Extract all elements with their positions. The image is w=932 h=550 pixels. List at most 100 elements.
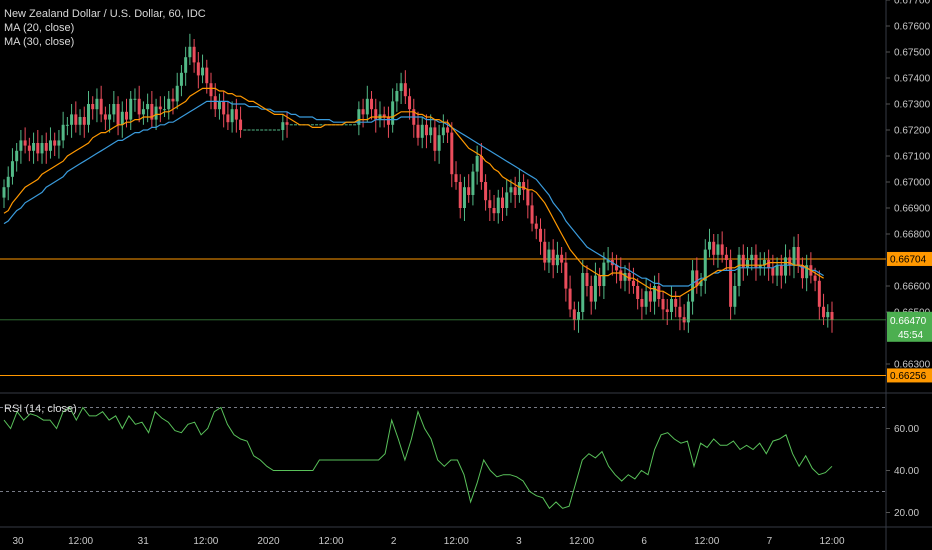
candle bbox=[32, 132, 36, 164]
time-tick-label: 6 bbox=[641, 536, 647, 547]
candle bbox=[526, 179, 530, 219]
candle bbox=[19, 130, 23, 164]
candle bbox=[784, 244, 788, 284]
candle-body bbox=[775, 265, 779, 276]
candle bbox=[48, 127, 52, 159]
price-tick-label: 0.67300 bbox=[894, 100, 931, 111]
candle bbox=[201, 54, 205, 84]
candle-body bbox=[572, 309, 576, 320]
candle-body bbox=[707, 241, 711, 250]
candle bbox=[239, 106, 243, 138]
candle bbox=[222, 91, 226, 128]
candle bbox=[729, 249, 733, 320]
candle bbox=[716, 234, 720, 268]
candle bbox=[585, 265, 589, 297]
hline-price-label: 0.66256 bbox=[890, 371, 927, 382]
candle bbox=[74, 101, 78, 133]
candle-body bbox=[112, 104, 116, 115]
candle-body bbox=[370, 98, 374, 110]
candle-body bbox=[471, 171, 475, 195]
candle bbox=[750, 247, 754, 271]
candle-body bbox=[399, 83, 403, 91]
price-tick-label: 0.67700 bbox=[894, 0, 931, 7]
candle bbox=[741, 244, 745, 281]
candle bbox=[488, 189, 492, 221]
candle-body bbox=[581, 273, 585, 312]
candle-body bbox=[830, 312, 834, 320]
candle-body bbox=[623, 273, 627, 281]
candle bbox=[598, 267, 602, 297]
time-tick-label: 30 bbox=[12, 536, 24, 547]
time-tick-label: 2 bbox=[391, 536, 397, 547]
candle bbox=[40, 135, 44, 164]
candle bbox=[78, 109, 82, 136]
candle bbox=[226, 101, 230, 130]
candle-body bbox=[391, 101, 395, 125]
candle-body bbox=[712, 241, 716, 255]
price-tick-label: 0.67000 bbox=[894, 178, 931, 189]
candle bbox=[196, 52, 200, 89]
candle-body bbox=[758, 265, 762, 268]
candle-body bbox=[441, 127, 445, 136]
candle bbox=[572, 301, 576, 331]
candle-body bbox=[2, 187, 6, 198]
candle bbox=[691, 260, 695, 315]
candle-body bbox=[27, 145, 31, 151]
candle bbox=[6, 166, 10, 201]
candle bbox=[91, 96, 95, 120]
candle-body bbox=[669, 299, 673, 312]
candle-body bbox=[357, 109, 361, 125]
candle-body bbox=[120, 111, 124, 125]
candle bbox=[86, 91, 90, 133]
candle bbox=[163, 96, 167, 117]
hline-price-tag bbox=[887, 368, 932, 383]
candle bbox=[779, 254, 783, 289]
candle bbox=[230, 101, 234, 133]
candle-body bbox=[648, 291, 652, 302]
candle-body bbox=[361, 109, 365, 115]
candle bbox=[36, 130, 40, 162]
candle bbox=[429, 114, 433, 143]
candle bbox=[188, 33, 192, 65]
candle-body bbox=[205, 67, 209, 84]
candle-body bbox=[762, 260, 766, 266]
candle-body bbox=[505, 192, 509, 208]
candle bbox=[695, 257, 699, 294]
candle bbox=[707, 228, 711, 258]
candle bbox=[534, 215, 538, 240]
candle-body bbox=[141, 109, 145, 115]
candle-body bbox=[631, 280, 635, 286]
price-tick-label: 0.66300 bbox=[894, 360, 931, 371]
candle-body bbox=[754, 254, 758, 268]
candle-body bbox=[74, 114, 78, 125]
candle-body bbox=[230, 109, 234, 123]
candle-body bbox=[479, 156, 483, 182]
candle-body bbox=[416, 124, 420, 138]
time-tick-label: 12:00 bbox=[694, 536, 719, 547]
time-tick-label: 31 bbox=[138, 536, 150, 547]
candle-body bbox=[484, 182, 488, 201]
candle bbox=[209, 72, 213, 110]
price-tick-label: 0.67500 bbox=[894, 48, 931, 59]
candle-body bbox=[602, 262, 606, 286]
price-tick-label: 0.66900 bbox=[894, 204, 931, 215]
candle-body bbox=[543, 241, 547, 263]
candle-body bbox=[800, 265, 804, 279]
candle-body bbox=[116, 104, 120, 125]
candle-body bbox=[686, 301, 690, 323]
candle-body bbox=[720, 244, 724, 255]
candle bbox=[543, 228, 547, 271]
candle bbox=[116, 96, 120, 136]
candle bbox=[809, 252, 813, 284]
time-tick-label: 12:00 bbox=[444, 536, 469, 547]
candle bbox=[813, 267, 817, 292]
candle-body bbox=[509, 187, 513, 193]
candle-body bbox=[10, 161, 14, 177]
candle bbox=[412, 98, 416, 138]
candle-body bbox=[150, 104, 154, 120]
candle bbox=[615, 254, 619, 284]
candle-body bbox=[467, 187, 471, 195]
candle bbox=[758, 252, 762, 276]
candle bbox=[15, 143, 19, 172]
